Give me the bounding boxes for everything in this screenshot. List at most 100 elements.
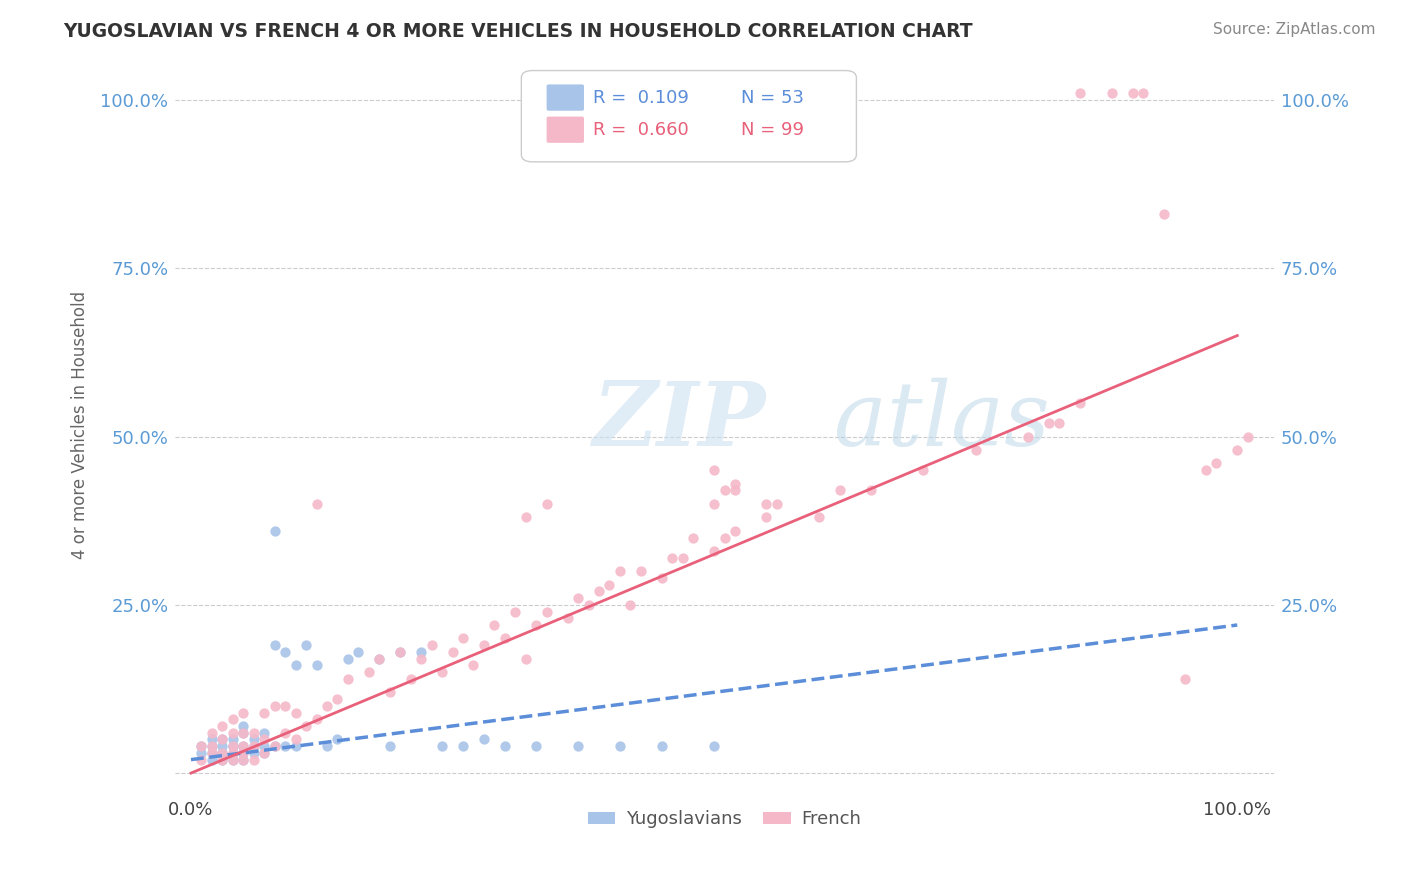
Text: atlas: atlas [834,377,1050,465]
Point [336,672,359,686]
Point [472,732,495,747]
Text: N = 99: N = 99 [741,120,804,139]
Point [536,497,558,511]
Point [682,531,704,545]
Point [411,645,433,659]
Point [253,739,276,754]
FancyBboxPatch shape [547,117,583,143]
Point [222,753,245,767]
Point [295,638,318,652]
Point [253,706,276,720]
Point [451,739,474,754]
Text: R =  0.660: R = 0.660 [593,120,689,139]
Point [609,739,631,754]
Point [505,605,527,619]
Point [274,739,297,754]
Point [430,739,453,754]
Point [274,698,297,713]
Point [253,746,276,760]
Point [222,753,245,767]
Point [1017,429,1039,443]
Point [201,753,224,767]
Point [965,442,987,457]
Point [494,739,516,754]
Point [1038,416,1060,430]
Point [619,598,641,612]
Point [1174,672,1197,686]
Point [284,706,307,720]
Point [242,746,264,760]
Point [326,692,349,706]
Point [1069,87,1091,101]
Point [347,645,370,659]
Point [242,739,264,754]
Point [274,645,297,659]
Point [524,739,547,754]
Point [201,725,224,739]
Point [1122,87,1144,101]
Point [211,746,233,760]
Point [766,497,789,511]
Point [242,732,264,747]
Text: R =  0.109: R = 0.109 [593,88,689,106]
Point [242,725,264,739]
Point [232,725,254,739]
Point [1047,416,1070,430]
Text: YUGOSLAVIAN VS FRENCH 4 OR MORE VEHICLES IN HOUSEHOLD CORRELATION CHART: YUGOSLAVIAN VS FRENCH 4 OR MORE VEHICLES… [63,22,973,41]
Point [1101,87,1123,101]
Point [201,746,224,760]
Point [378,739,401,754]
Point [357,665,380,680]
Point [420,638,443,652]
Point [703,544,725,558]
Text: N = 53: N = 53 [741,88,804,106]
Point [232,746,254,760]
Point [411,651,433,665]
Legend: Yugoslavians, French: Yugoslavians, French [581,803,869,836]
Point [222,725,245,739]
Point [598,577,620,591]
Point [305,712,328,726]
Point [1132,87,1154,101]
Point [211,732,233,747]
Point [524,618,547,632]
Point [661,550,683,565]
Point [242,753,264,767]
Point [430,665,453,680]
Point [222,732,245,747]
Point [263,739,285,754]
Point [724,524,747,538]
Point [609,564,631,578]
Point [463,658,485,673]
Point [316,698,339,713]
Point [222,739,245,754]
FancyBboxPatch shape [522,70,856,161]
Point [201,739,224,754]
Point [588,584,610,599]
Point [305,497,328,511]
Point [724,476,747,491]
Text: Source: ZipAtlas.com: Source: ZipAtlas.com [1212,22,1375,37]
Point [1226,442,1249,457]
Point [190,753,212,767]
Point [190,739,212,754]
Point [232,739,254,754]
Point [232,753,254,767]
Point [755,510,778,524]
Point [242,739,264,754]
Point [253,732,276,747]
Point [211,719,233,733]
Point [222,739,245,754]
Point [1236,429,1258,443]
Point [201,732,224,747]
Point [232,739,254,754]
Point [378,685,401,699]
Point [232,725,254,739]
Point [1153,207,1175,221]
Text: ZIP: ZIP [593,378,766,465]
Point [484,618,506,632]
Point [211,746,233,760]
Point [630,564,652,578]
Point [263,739,285,754]
Point [232,706,254,720]
